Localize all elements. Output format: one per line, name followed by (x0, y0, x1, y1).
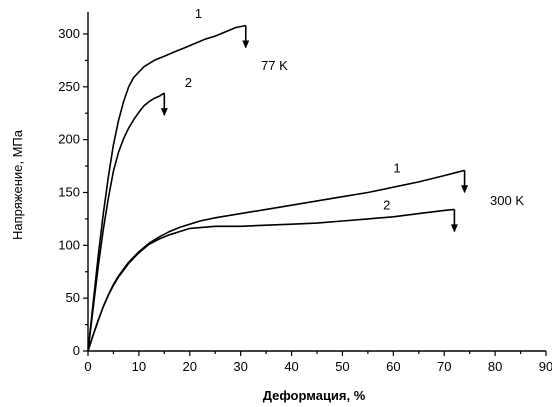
annotations: 1 77 K 2 1 300 K 2 (185, 6, 525, 212)
y-tick-label: 0 (73, 343, 80, 358)
annotation-label: 2 (383, 197, 390, 212)
annotation-label: 2 (185, 75, 192, 90)
x-tick-label: 50 (335, 359, 349, 374)
series-3-curve (87, 169, 465, 352)
x-tick-label: 60 (386, 359, 400, 374)
y-tick-label: 150 (58, 184, 80, 199)
x-tick-label: 0 (84, 359, 91, 374)
ticks: 0 10 20 30 40 50 60 70 80 90 0 50 100 150 200 250 300 (58, 26, 552, 374)
series-2-curve (87, 92, 165, 352)
x-tick-label: 80 (488, 359, 502, 374)
y-tick-label: 50 (66, 290, 80, 305)
annotation-label: 77 K (261, 58, 288, 73)
x-tick-label: 40 (284, 359, 298, 374)
series-4-curve (87, 208, 455, 352)
y-tick-label: 100 (58, 237, 80, 252)
series-2-failure-arrow-head (160, 108, 168, 117)
x-tick-label: 20 (183, 359, 197, 374)
series-1-curve (87, 24, 246, 352)
series-3-failure-arrow-head (461, 185, 469, 194)
x-axis-title: Деформация, % (263, 388, 366, 403)
series-1-failure-arrow-head (242, 40, 250, 49)
annotation-label: 1 (195, 6, 202, 21)
y-tick-label: 300 (58, 26, 80, 41)
x-tick-label: 30 (233, 359, 247, 374)
annotation-label: 1 (393, 160, 400, 175)
curves (87, 24, 469, 352)
series-4-failure-arrow-head (450, 224, 458, 233)
y-tick-label: 250 (58, 79, 80, 94)
x-tick-label: 90 (539, 359, 552, 374)
x-tick-label: 10 (132, 359, 146, 374)
x-tick-label: 70 (437, 359, 451, 374)
y-axis-title: Напряжение, МПа (10, 129, 25, 240)
axes (87, 12, 546, 352)
y-tick-label: 200 (58, 132, 80, 147)
annotation-label: 300 K (490, 193, 524, 208)
